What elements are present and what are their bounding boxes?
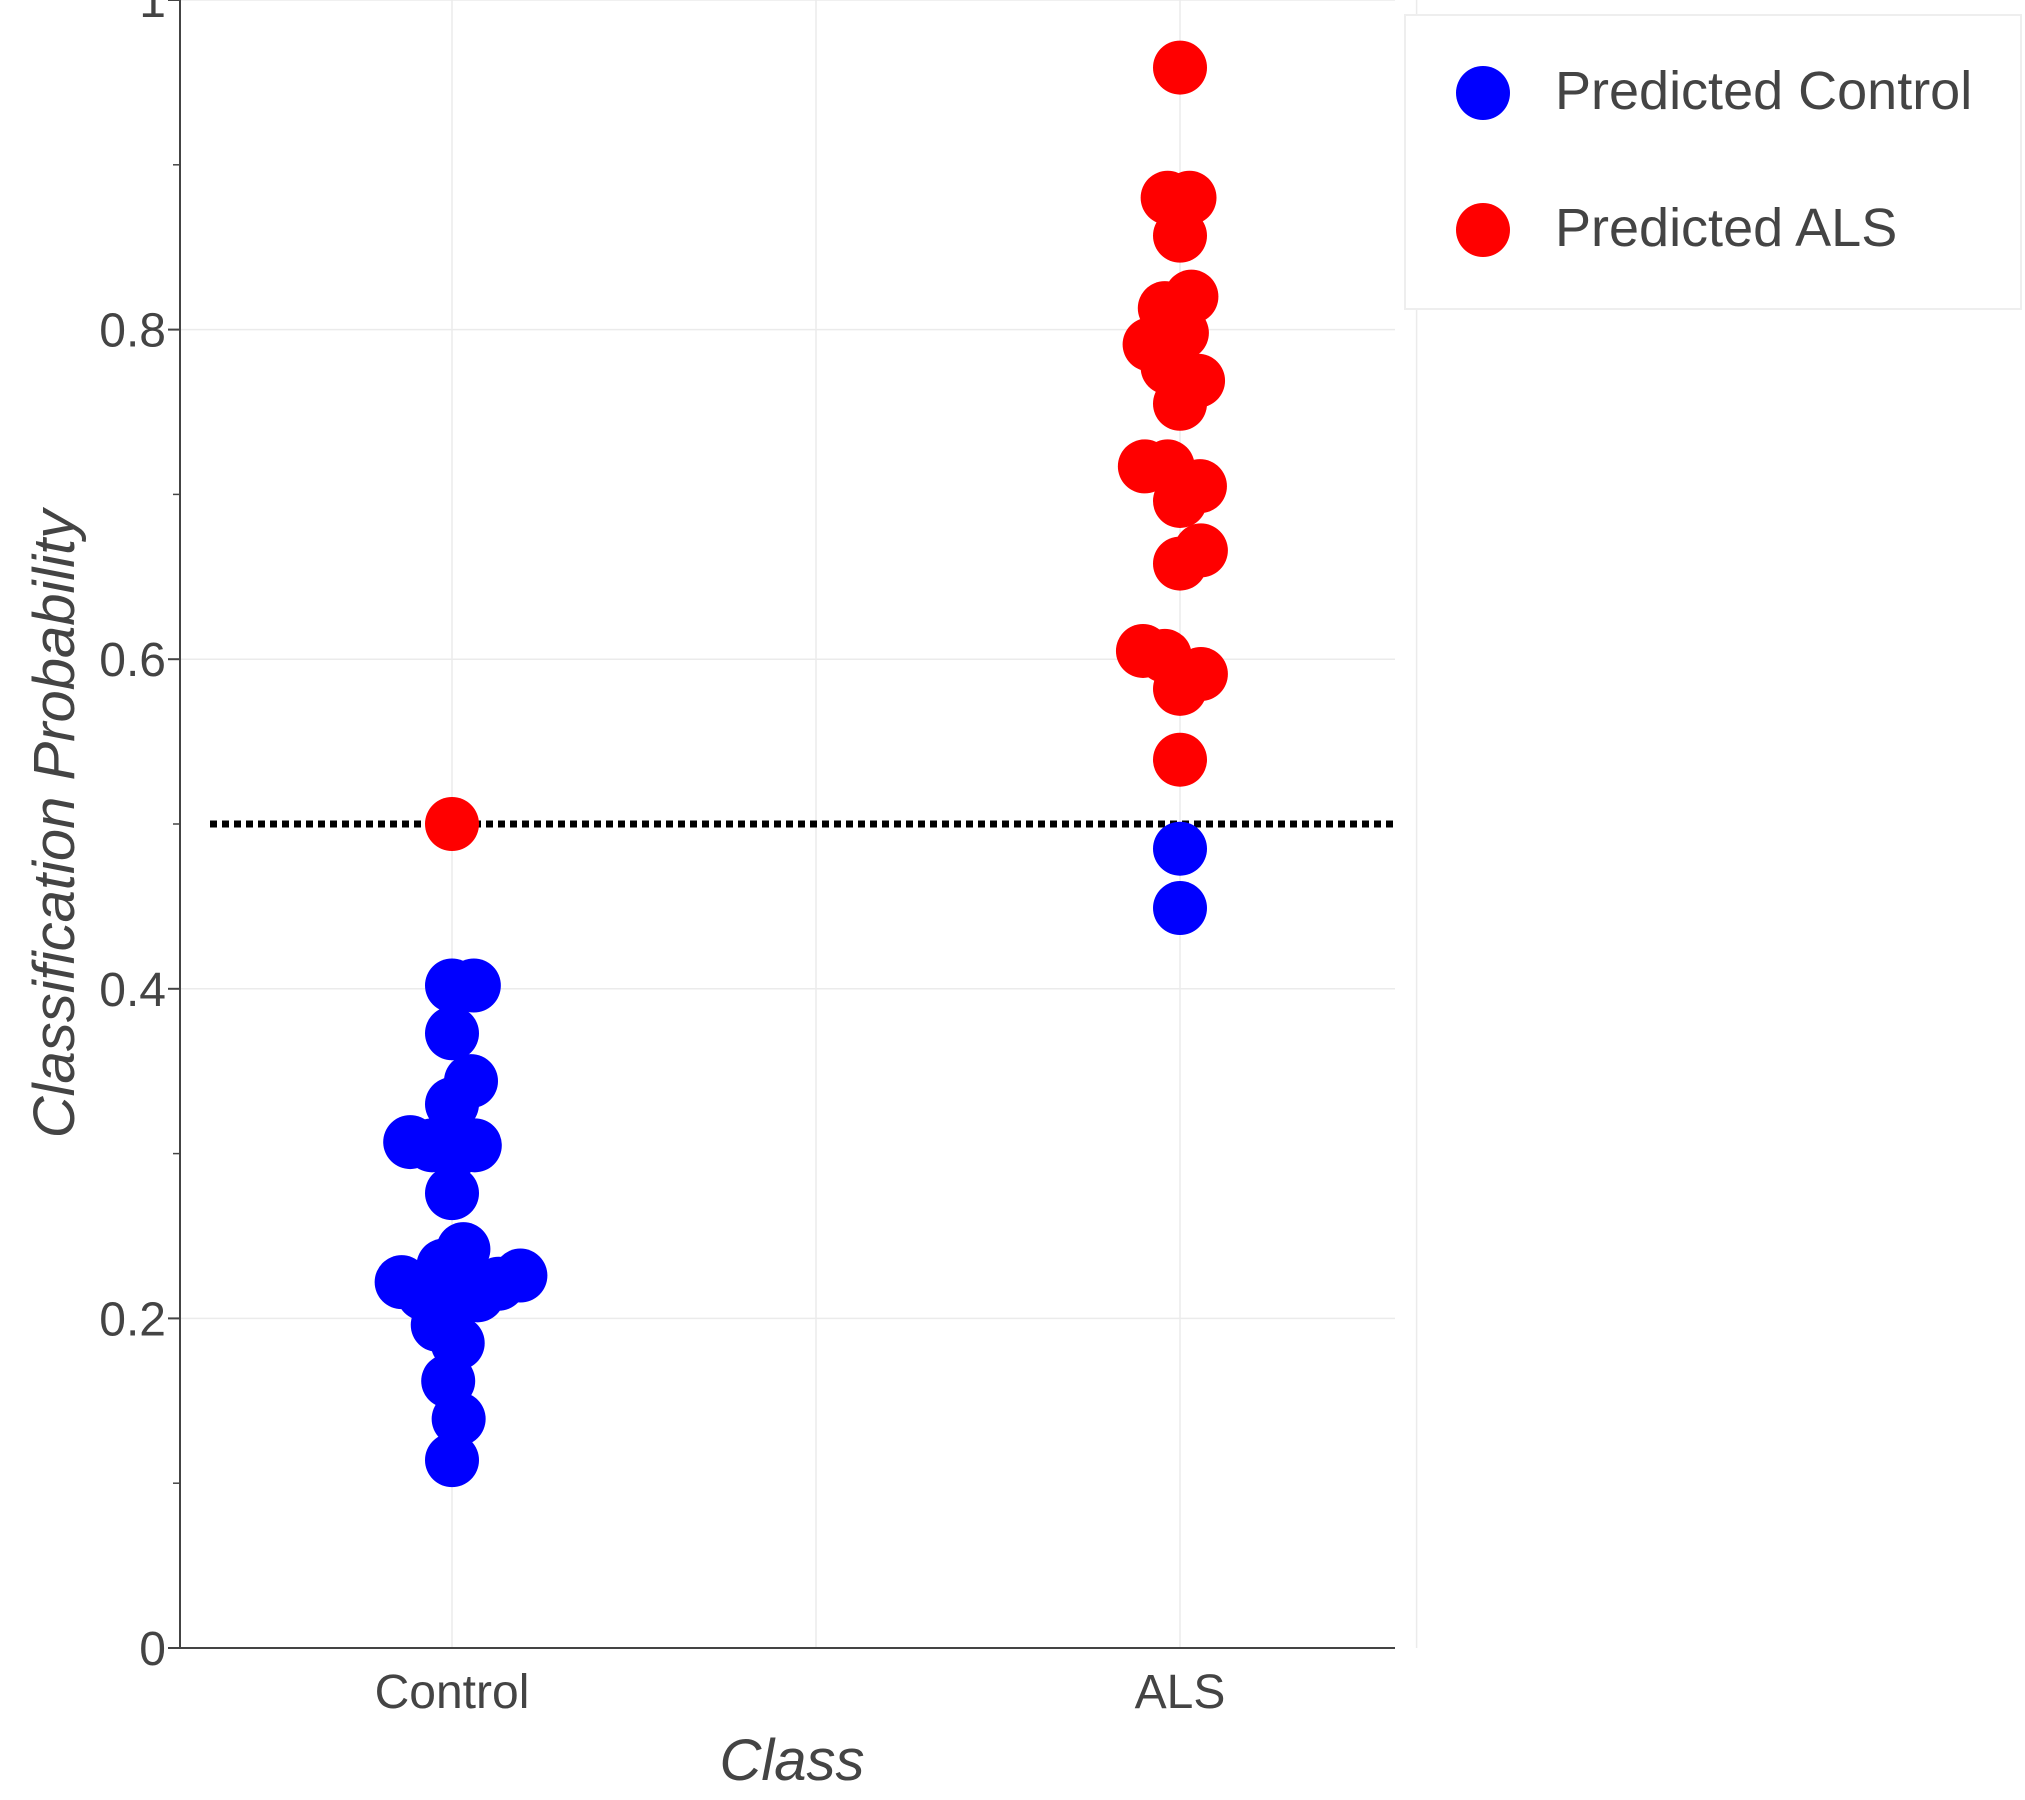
- x-axis-title: Class: [719, 1728, 864, 1793]
- data-points: [374, 40, 1228, 1488]
- legend-box: [1404, 14, 2022, 310]
- y-tick-label: 0.4: [99, 964, 166, 1017]
- y-axis-ticks: 0 0.2 0.4 0.6 0.8 1: [99, 0, 180, 1676]
- point-predicted-als: [425, 797, 479, 851]
- point-predicted-control: [493, 1248, 548, 1303]
- y-tick-label: 0.8: [99, 305, 166, 358]
- legend: Predicted Control Predicted ALS: [1404, 14, 2022, 310]
- y-tick-label: 0.6: [99, 634, 166, 687]
- point-predicted-control: [425, 1166, 479, 1221]
- y-tick-label: 1: [139, 0, 166, 28]
- x-axis-ticks: Control ALS: [375, 1666, 1226, 1719]
- point-predicted-als: [1153, 40, 1207, 95]
- x-tick-label: Control: [375, 1666, 530, 1719]
- point-predicted-als: [1153, 473, 1207, 528]
- point-predicted-control: [425, 1006, 479, 1061]
- point-predicted-als: [1153, 376, 1207, 431]
- legend-swatch-predicted-als: [1456, 203, 1510, 257]
- legend-label-predicted-als: Predicted ALS: [1555, 198, 1897, 258]
- point-predicted-control: [431, 1391, 486, 1446]
- legend-swatch-predicted-control: [1456, 66, 1510, 120]
- point-predicted-control: [446, 958, 501, 1013]
- point-predicted-control: [1153, 881, 1207, 936]
- point-predicted-control: [425, 1433, 479, 1488]
- point-predicted-control: [447, 1118, 502, 1173]
- y-tick-label: 0.2: [99, 1293, 166, 1346]
- point-predicted-als: [1153, 208, 1207, 263]
- x-tick-label: ALS: [1135, 1666, 1226, 1719]
- y-axis-title: Classification Probability: [22, 507, 87, 1139]
- point-predicted-als: [1153, 536, 1207, 591]
- legend-label-predicted-control: Predicted Control: [1555, 61, 1972, 121]
- y-tick-label: 0: [139, 1623, 166, 1676]
- point-predicted-als: [1153, 661, 1207, 716]
- point-predicted-als: [1153, 732, 1207, 787]
- point-predicted-control: [425, 1077, 479, 1132]
- point-predicted-control: [1153, 821, 1207, 876]
